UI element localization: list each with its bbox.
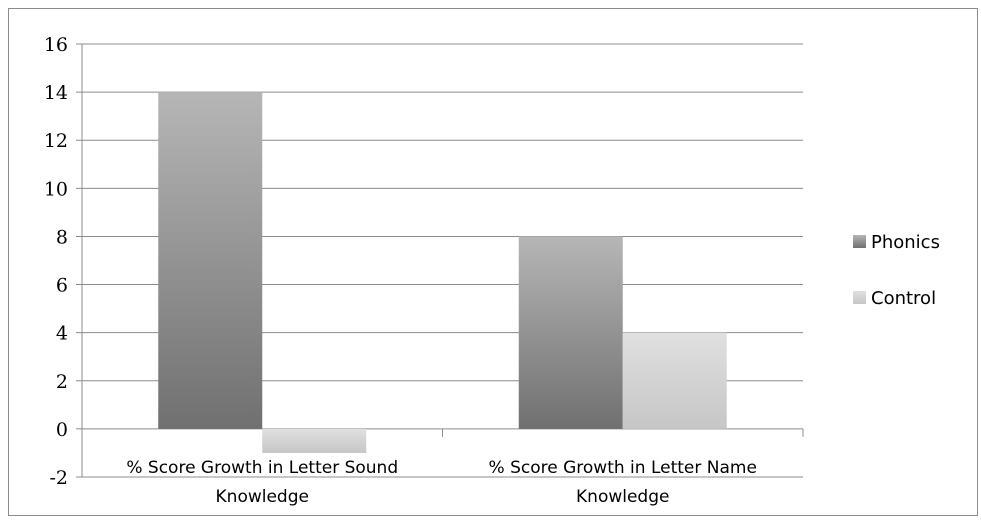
y-axis-ticks: -2 0 2 4 6 8 10 12 14 16 [44,34,68,489]
bar-control-0 [262,428,367,453]
x-category-label: Knowledge [576,487,669,507]
legend-swatch-phonics [853,235,866,248]
bar-phonics-0 [158,92,263,429]
y-tick-label: 10 [44,178,68,200]
y-tick-label: 2 [56,371,68,393]
y-tick-label: 12 [44,130,68,152]
y-tick-label: 14 [44,82,68,104]
legend-swatch-control [853,291,866,304]
y-tick-label: 0 [56,419,68,441]
bar-phonics-1 [518,236,623,429]
y-tick-label: 4 [56,323,68,345]
y-tick-label: -2 [49,467,68,489]
x-category-label: % Score Growth in Letter Sound [126,458,398,478]
bars [158,92,727,453]
y-tick-label: 16 [44,34,68,56]
y-tick-label: 6 [56,275,68,297]
legend: Phonics Control [853,232,940,309]
bar-control-1 [622,332,727,429]
legend-label-phonics: Phonics [871,232,940,253]
axes [81,44,804,477]
legend-label-control: Control [871,288,936,309]
category-labels: % Score Growth in Letter Sound Knowledge%… [126,458,757,507]
x-category-label: % Score Growth in Letter Name [489,458,757,478]
x-category-label: Knowledge [216,487,309,507]
y-tick-label: 8 [56,226,68,248]
